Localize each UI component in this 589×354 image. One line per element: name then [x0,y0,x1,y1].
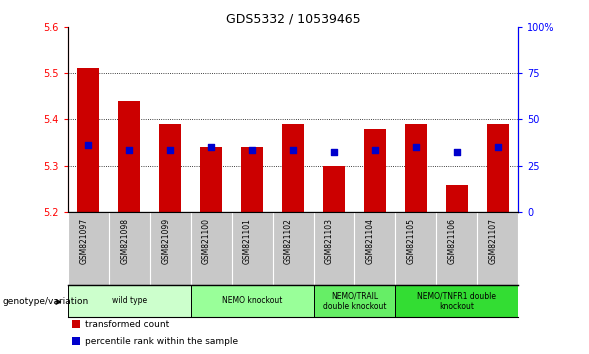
Point [452,149,462,155]
Point [493,144,502,150]
Bar [282,124,305,212]
Bar [118,101,140,212]
Text: GSM821105: GSM821105 [407,218,416,264]
Point [370,147,380,153]
Text: NEMO/TRAIL
double knockout: NEMO/TRAIL double knockout [323,291,386,310]
Text: percentile rank within the sample: percentile rank within the sample [85,337,238,346]
Point [411,144,421,150]
Text: wild type: wild type [112,296,147,306]
Bar [68,285,191,317]
Text: GSM821102: GSM821102 [284,218,293,264]
Bar [323,166,345,212]
Bar [72,337,80,345]
Text: GSM821107: GSM821107 [489,218,498,264]
Bar [395,285,518,317]
Text: GSM821098: GSM821098 [120,218,129,264]
Text: GSM821099: GSM821099 [161,218,170,264]
Text: transformed count: transformed count [85,320,169,329]
Bar [446,184,468,212]
Bar [313,285,395,317]
Text: GSM821097: GSM821097 [79,218,88,264]
Point [84,142,93,148]
Text: GSM821100: GSM821100 [202,218,211,264]
Bar [405,124,427,212]
Point [247,147,257,153]
Bar [487,124,509,212]
Bar [72,320,80,328]
Text: NEMO knockout: NEMO knockout [222,296,282,306]
Point [329,149,339,155]
Bar [200,147,223,212]
Text: GSM821106: GSM821106 [448,218,457,264]
Text: genotype/variation: genotype/variation [3,297,89,307]
Text: NEMO/TNFR1 double
knockout: NEMO/TNFR1 double knockout [418,291,497,310]
Bar [191,285,313,317]
Point [124,147,134,153]
Title: GDS5332 / 10539465: GDS5332 / 10539465 [226,12,360,25]
Point [166,147,175,153]
Bar [77,68,100,212]
Text: GSM821103: GSM821103 [325,218,334,264]
Point [289,147,298,153]
Text: GSM821101: GSM821101 [243,218,252,264]
Text: GSM821104: GSM821104 [366,218,375,264]
Bar [159,124,181,212]
Point [206,144,216,150]
Bar [363,129,386,212]
Bar [241,147,263,212]
